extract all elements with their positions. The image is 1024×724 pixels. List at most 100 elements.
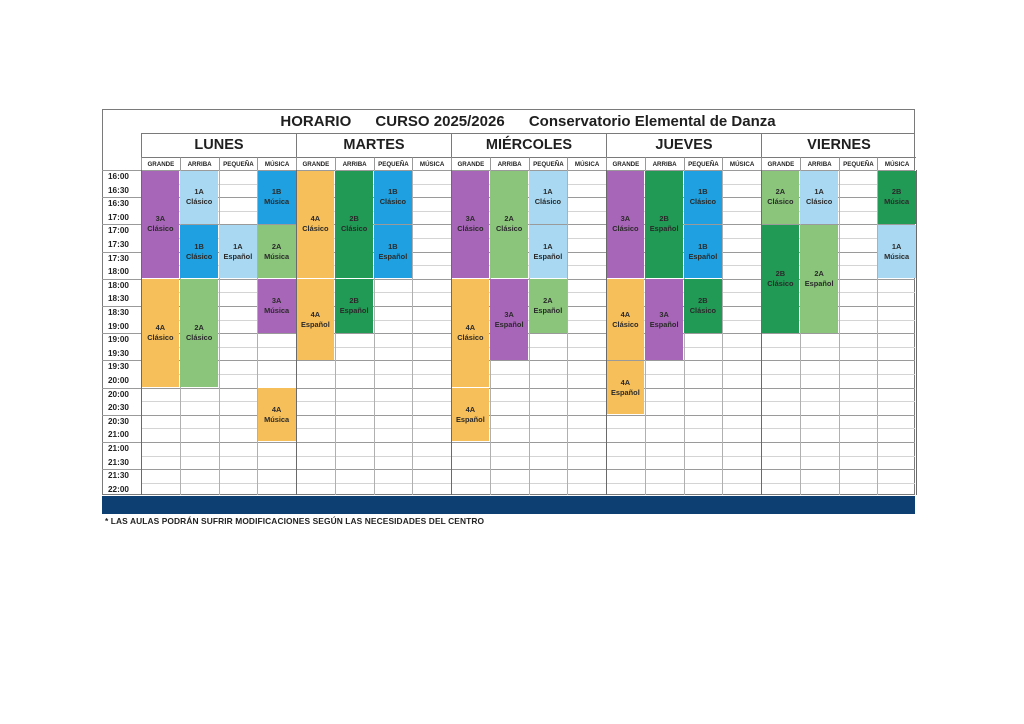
class-group: 2B — [891, 187, 902, 197]
class-block: 4A Español — [606, 360, 645, 415]
row-line — [141, 183, 915, 185]
class-style: Música — [264, 197, 290, 207]
class-block: 4A Clásico — [296, 170, 335, 279]
class-block: 3A Español — [490, 279, 528, 360]
class-style: Clásico — [495, 224, 523, 234]
class-group: 1A — [891, 241, 902, 251]
class-style: Clásico — [185, 333, 213, 343]
class-group: 2B — [698, 295, 708, 305]
class-style: Español — [533, 251, 563, 261]
schedule-title: HORARIO CURSO 2025/2026 Conservatorio El… — [141, 110, 915, 134]
class-block: 2A Música — [257, 224, 296, 279]
class-group: 2A — [814, 268, 824, 278]
row-line — [102, 414, 915, 416]
class-group: 4A — [155, 323, 166, 333]
time-label: 19:30 — [108, 348, 129, 358]
class-block: 1B Clásico — [684, 170, 722, 224]
class-group: 1B — [698, 241, 708, 251]
column-line — [877, 170, 879, 495]
class-style: Clásico — [689, 305, 717, 315]
class-group: 4A — [620, 309, 631, 319]
room-header-4-1: ARRIBA — [799, 157, 839, 170]
room-header-0-3: MÚSICA — [257, 157, 296, 170]
class-group: 2B — [349, 295, 359, 305]
class-block: 3A Clásico — [606, 170, 645, 279]
class-style: Música — [884, 251, 910, 261]
class-style: Clásico — [689, 197, 717, 207]
class-group: 3A — [620, 214, 631, 224]
class-block: 1B Música — [257, 170, 296, 224]
time-label: 20:30 — [108, 416, 129, 426]
class-group: 3A — [465, 214, 476, 224]
class-group: 2A — [504, 214, 514, 224]
class-block: 2B Música — [877, 170, 916, 224]
class-group: 1B — [388, 241, 398, 251]
time-label: 19:00 — [108, 335, 129, 345]
class-group: 3A — [504, 309, 514, 319]
class-block: 2A Clásico — [490, 170, 528, 279]
class-block: 1A Música — [877, 224, 916, 279]
time-label: 21:30 — [108, 471, 129, 481]
class-style: Español — [533, 305, 563, 315]
room-header-3-1: ARRIBA — [644, 157, 684, 170]
class-group: 1A — [194, 187, 204, 197]
room-header-0-2: PEQUEÑA — [218, 157, 258, 170]
room-header-3-2: PEQUEÑA — [683, 157, 723, 170]
class-group: 1B — [271, 187, 282, 197]
class-block: 4A Clásico — [451, 279, 490, 388]
class-group: 4A — [465, 404, 476, 414]
class-group: 1B — [388, 187, 398, 197]
class-group: 1B — [194, 241, 204, 251]
class-block: 4A Música — [257, 388, 296, 442]
class-style: Clásico — [457, 333, 484, 343]
row-line — [102, 360, 915, 362]
row-line — [102, 469, 915, 471]
class-block: 2A Clásico — [180, 279, 218, 388]
class-group: 2B — [659, 214, 669, 224]
class-block: 2B Clásico — [335, 170, 373, 279]
time-label: 20:30 — [108, 403, 129, 413]
room-header-1-3: MÚSICA — [412, 157, 451, 170]
day-header-2: MIÉRCOLES — [451, 134, 606, 157]
class-block: 2A Español — [529, 279, 567, 333]
class-block: 3A Clásico — [451, 170, 490, 279]
time-label: 17:00 — [108, 212, 129, 222]
row-line — [141, 346, 915, 348]
class-style: Música — [264, 305, 290, 315]
class-style: Música — [264, 414, 290, 424]
class-group: 3A — [659, 309, 669, 319]
class-style: Español — [223, 251, 253, 261]
class-style: Música — [264, 251, 290, 261]
day-header-1: MARTES — [296, 134, 451, 157]
class-block: 3A Música — [257, 279, 296, 333]
class-group: 4A — [271, 404, 282, 414]
class-style: Clásico — [185, 251, 213, 261]
time-label: 19:30 — [108, 362, 129, 372]
time-label: 21:00 — [108, 444, 129, 453]
time-label: 18:00 — [108, 280, 129, 290]
class-block: 2B Español — [645, 170, 683, 279]
room-header-2-3: MÚSICA — [567, 157, 606, 170]
class-style: Español — [649, 224, 679, 234]
time-label: 20:00 — [108, 389, 129, 399]
class-group: 2A — [194, 323, 204, 333]
room-header-3-0: GRANDE — [606, 157, 645, 170]
class-style: Clásico — [302, 224, 329, 234]
row-line — [141, 265, 915, 267]
class-style: Música — [884, 197, 910, 207]
class-style: Español — [339, 305, 369, 315]
class-style: Español — [494, 319, 524, 329]
class-style: Clásico — [805, 197, 833, 207]
class-block: 4A Clásico — [606, 279, 645, 360]
class-style: Español — [804, 278, 834, 288]
class-group: 3A — [271, 295, 282, 305]
class-style: Clásico — [612, 319, 639, 329]
class-block: 1A Clásico — [800, 170, 838, 224]
row-line — [141, 482, 915, 484]
class-block: 4A Español — [451, 388, 490, 442]
class-group: 4A — [465, 323, 476, 333]
column-line — [218, 170, 220, 495]
row-line — [141, 238, 915, 239]
class-block: 2A Clásico — [761, 170, 800, 224]
row-line — [102, 387, 915, 389]
